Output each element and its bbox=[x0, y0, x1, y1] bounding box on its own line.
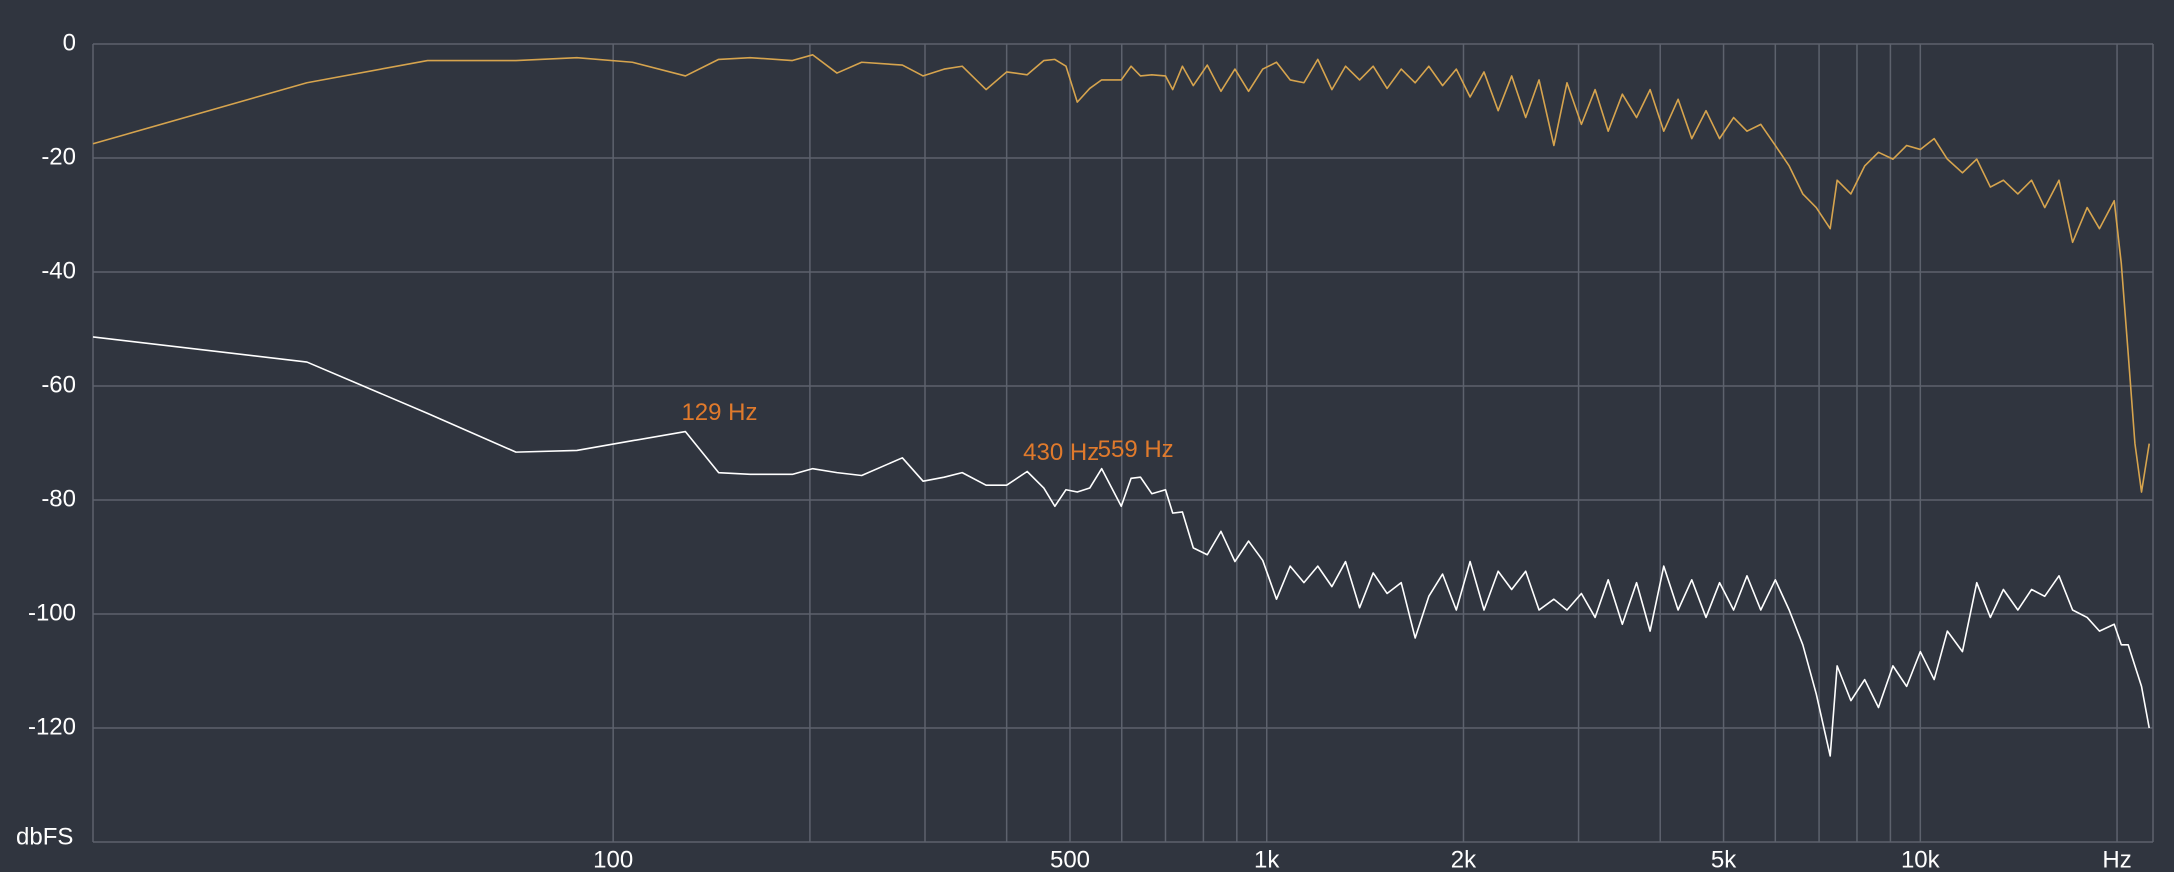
x-tick-label: 500 bbox=[1050, 846, 1090, 872]
spectrum-line bbox=[92, 336, 2151, 757]
peak-label: 559 Hz bbox=[1098, 436, 1174, 463]
x-tick-label: 2k bbox=[1451, 846, 1477, 872]
x-tick-label: 5k bbox=[1711, 846, 1737, 872]
spectrum-line bbox=[92, 54, 2151, 493]
peak-label: 430 Hz bbox=[1023, 439, 1099, 466]
y-axis-unit: dbFS bbox=[16, 823, 73, 850]
y-tick-label: -100 bbox=[28, 599, 76, 626]
y-tick-label: 0 bbox=[63, 29, 76, 56]
y-tick-label: -60 bbox=[41, 371, 76, 398]
y-tick-label: -120 bbox=[28, 713, 76, 740]
x-tick-label: 100 bbox=[593, 846, 633, 872]
x-tick-label: 10k bbox=[1901, 846, 1941, 872]
x-tick-label: Hz bbox=[2102, 846, 2131, 872]
y-tick-label: -80 bbox=[41, 485, 76, 512]
y-tick-label: -40 bbox=[41, 257, 76, 284]
x-tick-label: 1k bbox=[1254, 846, 1280, 872]
y-tick-label: -20 bbox=[41, 143, 76, 170]
peak-label: 129 Hz bbox=[681, 399, 757, 426]
